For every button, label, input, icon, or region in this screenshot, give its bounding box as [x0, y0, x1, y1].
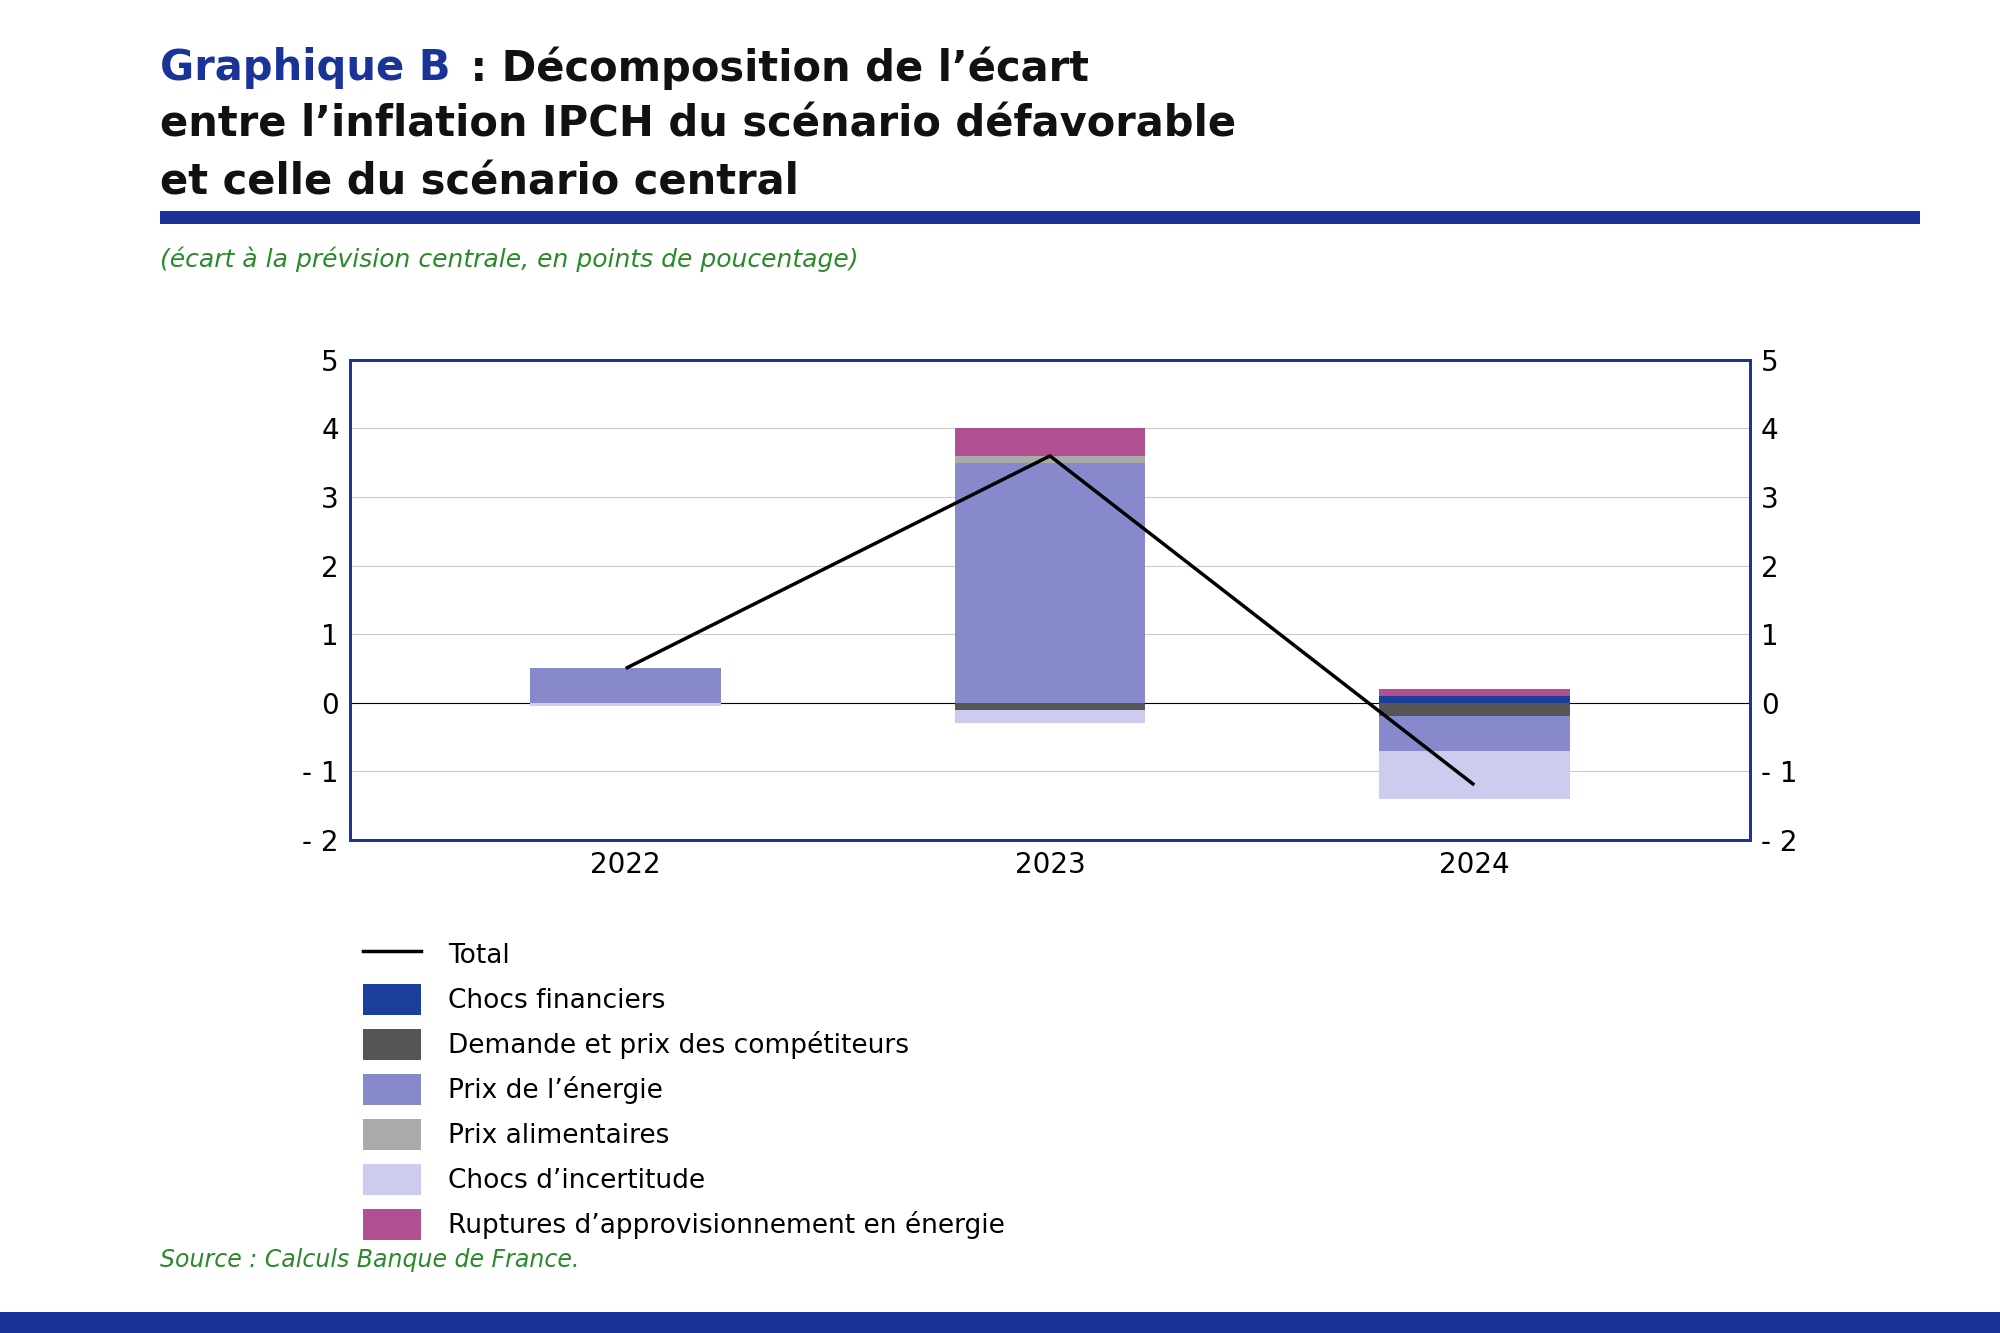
Text: entre l’inflation IPCH du scénario défavorable: entre l’inflation IPCH du scénario défav… [160, 104, 1236, 147]
Bar [954, 702, 1146, 709]
Bar [1378, 716, 1570, 750]
Bar [1378, 696, 1570, 702]
Legend: Total, Chocs financiers, Demande et prix des compétiteurs, Prix de l’énergie, Pr: Total, Chocs financiers, Demande et prix… [364, 940, 1004, 1240]
Bar [530, 668, 722, 702]
Text: : Décomposition de l’écart: : Décomposition de l’écart [456, 47, 1088, 91]
Bar [530, 702, 722, 706]
Bar [954, 463, 1146, 702]
Bar [954, 709, 1146, 724]
Text: (écart à la prévision centrale, en points de poucentage): (écart à la prévision centrale, en point… [160, 247, 858, 272]
Bar [1378, 689, 1570, 696]
Bar [954, 428, 1146, 456]
Text: Source : Calculs Banque de France.: Source : Calculs Banque de France. [160, 1248, 580, 1272]
Text: Graphique B: Graphique B [160, 47, 450, 89]
Bar [954, 456, 1146, 463]
Bar [1378, 750, 1570, 798]
Text: et celle du scénario central: et celle du scénario central [160, 161, 798, 204]
Bar [1378, 702, 1570, 716]
